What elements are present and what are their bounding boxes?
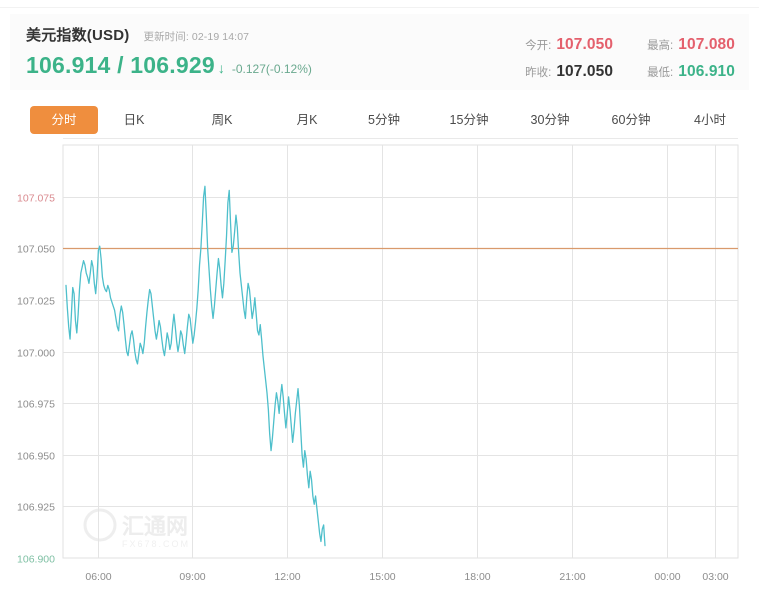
quote-header-left: 美元指数(USD) 更新时间: 02-19 14:07 106.914 / 10…	[26, 24, 312, 79]
stat-high-value: 107.080	[678, 36, 735, 53]
tab-6[interactable]: 30分钟	[523, 106, 577, 134]
stat-prev-close-label: 昨收:	[525, 67, 552, 79]
stat-low-label: 最低:	[647, 67, 674, 79]
watermark-brand: 汇通网	[122, 514, 188, 539]
plot-frame	[62, 144, 739, 559]
x-axis-tick-label: 06:00	[85, 571, 111, 583]
stat-prev-close-value: 107.050	[556, 63, 614, 80]
x-axis-tick-label: 12:00	[274, 571, 300, 583]
instrument-name: 美元指数(USD)	[26, 27, 130, 44]
tab-label: 月K	[296, 113, 318, 127]
stat-open: 今开: 107.050	[525, 36, 613, 54]
tab-label: 15分钟	[449, 113, 489, 127]
x-axis-tick-label: 18:00	[464, 571, 490, 583]
y-axis-tick-label: 107.050	[17, 244, 55, 256]
period-tabs[interactable]: 分时 日K 周K 月K 5分钟 15分钟 30分钟 60分钟 4小时	[10, 106, 749, 138]
tab-4[interactable]: 5分钟	[360, 106, 408, 134]
y-axis-tick-label: 106.975	[17, 399, 55, 411]
tab-3[interactable]: 月K	[285, 106, 329, 134]
price-chart[interactable]: 汇通网 FX678.COM 107.075 107.050 107.025 107.000…	[0, 140, 759, 600]
price-change: -0.127(-0.12%)	[231, 62, 312, 76]
stat-low: 最低: 106.910	[647, 63, 735, 81]
quote-stats: 今开: 107.050 最高: 107.080 昨收: 107.050 最低: …	[525, 36, 735, 81]
tab-label: 周K	[211, 113, 233, 127]
update-time-value: 02-19 14:07	[191, 31, 250, 43]
tab-7[interactable]: 60分钟	[604, 106, 658, 134]
update-time: 更新时间: 02-19 14:07	[143, 29, 249, 44]
tab-label: 分时	[51, 113, 77, 127]
tab-5[interactable]: 15分钟	[442, 106, 496, 134]
y-axis-tick-label: 106.925	[17, 502, 55, 514]
y-axis-tick-label: 107.025	[17, 296, 55, 308]
x-axis-tick-label: 15:00	[369, 571, 395, 583]
x-axis-tick-label: 03:00	[702, 571, 728, 583]
x-axis-tick-label: 09:00	[179, 571, 205, 583]
tab-label: 60分钟	[611, 113, 651, 127]
stat-open-label: 今开:	[525, 40, 552, 52]
y-axis-tick-label: 107.000	[17, 348, 55, 360]
update-time-label: 更新时间:	[143, 31, 189, 43]
tab-label: 30分钟	[530, 113, 570, 127]
tab-label: 4小时	[694, 113, 726, 127]
stat-high-label: 最高:	[647, 40, 674, 52]
y-axis-tick-label: 106.900	[17, 554, 55, 566]
y-axis-tick-label: 106.950	[17, 451, 55, 463]
stat-open-value: 107.050	[556, 36, 614, 53]
stat-prev-close: 昨收: 107.050	[525, 63, 613, 81]
tabs-underline	[63, 138, 738, 139]
tab-1[interactable]: 日K	[114, 106, 154, 134]
watermark-site: FX678.COM	[122, 539, 190, 549]
price-line-series	[65, 185, 326, 547]
top-strip	[0, 0, 759, 8]
quote-header: 美元指数(USD) 更新时间: 02-19 14:07 106.914 / 10…	[10, 14, 749, 90]
tab-label: 日K	[123, 113, 145, 127]
tab-label: 5分钟	[368, 113, 400, 127]
stat-high: 最高: 107.080	[647, 36, 735, 54]
watermark-logo-icon	[83, 508, 117, 542]
tab-0[interactable]: 分时	[30, 106, 98, 134]
y-axis-tick-label: 107.075	[17, 193, 55, 205]
direction-arrow-icon: ↓	[217, 60, 225, 76]
instrument-name-row: 美元指数(USD) 更新时间: 02-19 14:07	[26, 24, 312, 45]
x-axis-tick-label: 00:00	[654, 571, 680, 583]
tab-8[interactable]: 4小时	[686, 106, 734, 134]
price-pair: 106.914 / 106.929	[26, 52, 215, 78]
x-axis-tick-label: 21:00	[559, 571, 585, 583]
price-row: 106.914 / 106.929 ↓ -0.127(-0.12%)	[26, 52, 312, 79]
stat-low-value: 106.910	[678, 63, 735, 80]
tab-2[interactable]: 周K	[200, 106, 244, 134]
